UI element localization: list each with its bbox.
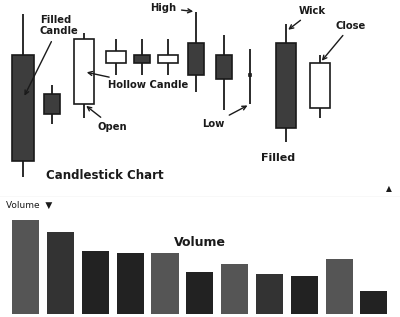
Text: Close: Close — [323, 21, 366, 60]
Bar — [256, 274, 283, 314]
Bar — [249, 74, 251, 76]
Text: Wick: Wick — [290, 6, 326, 29]
Bar — [158, 55, 178, 63]
Bar — [188, 43, 204, 75]
Bar — [47, 232, 74, 314]
Text: Candlestick Chart: Candlestick Chart — [46, 169, 164, 182]
Bar — [310, 63, 330, 108]
Bar — [326, 259, 353, 314]
Bar — [106, 51, 126, 63]
Bar — [74, 39, 94, 104]
Bar — [216, 55, 232, 79]
Text: Low: Low — [202, 106, 246, 129]
Text: Volume: Volume — [174, 236, 226, 249]
Text: Filled
Candle: Filled Candle — [25, 15, 79, 94]
Text: Volume  ▼: Volume ▼ — [6, 201, 52, 210]
Text: ▲: ▲ — [386, 184, 392, 193]
Bar — [360, 291, 388, 314]
Text: Filled: Filled — [261, 153, 295, 163]
Bar — [44, 94, 60, 114]
Bar — [221, 264, 248, 314]
Text: High: High — [150, 3, 192, 13]
Bar — [116, 253, 144, 314]
Bar — [12, 220, 39, 314]
Bar — [291, 276, 318, 314]
Text: Hollow Candle: Hollow Candle — [88, 72, 188, 90]
Bar — [82, 251, 109, 314]
Bar — [276, 43, 296, 128]
Text: Open: Open — [88, 107, 128, 132]
Bar — [151, 253, 178, 314]
Bar — [12, 55, 34, 161]
Bar — [134, 55, 150, 63]
Bar — [186, 272, 213, 314]
